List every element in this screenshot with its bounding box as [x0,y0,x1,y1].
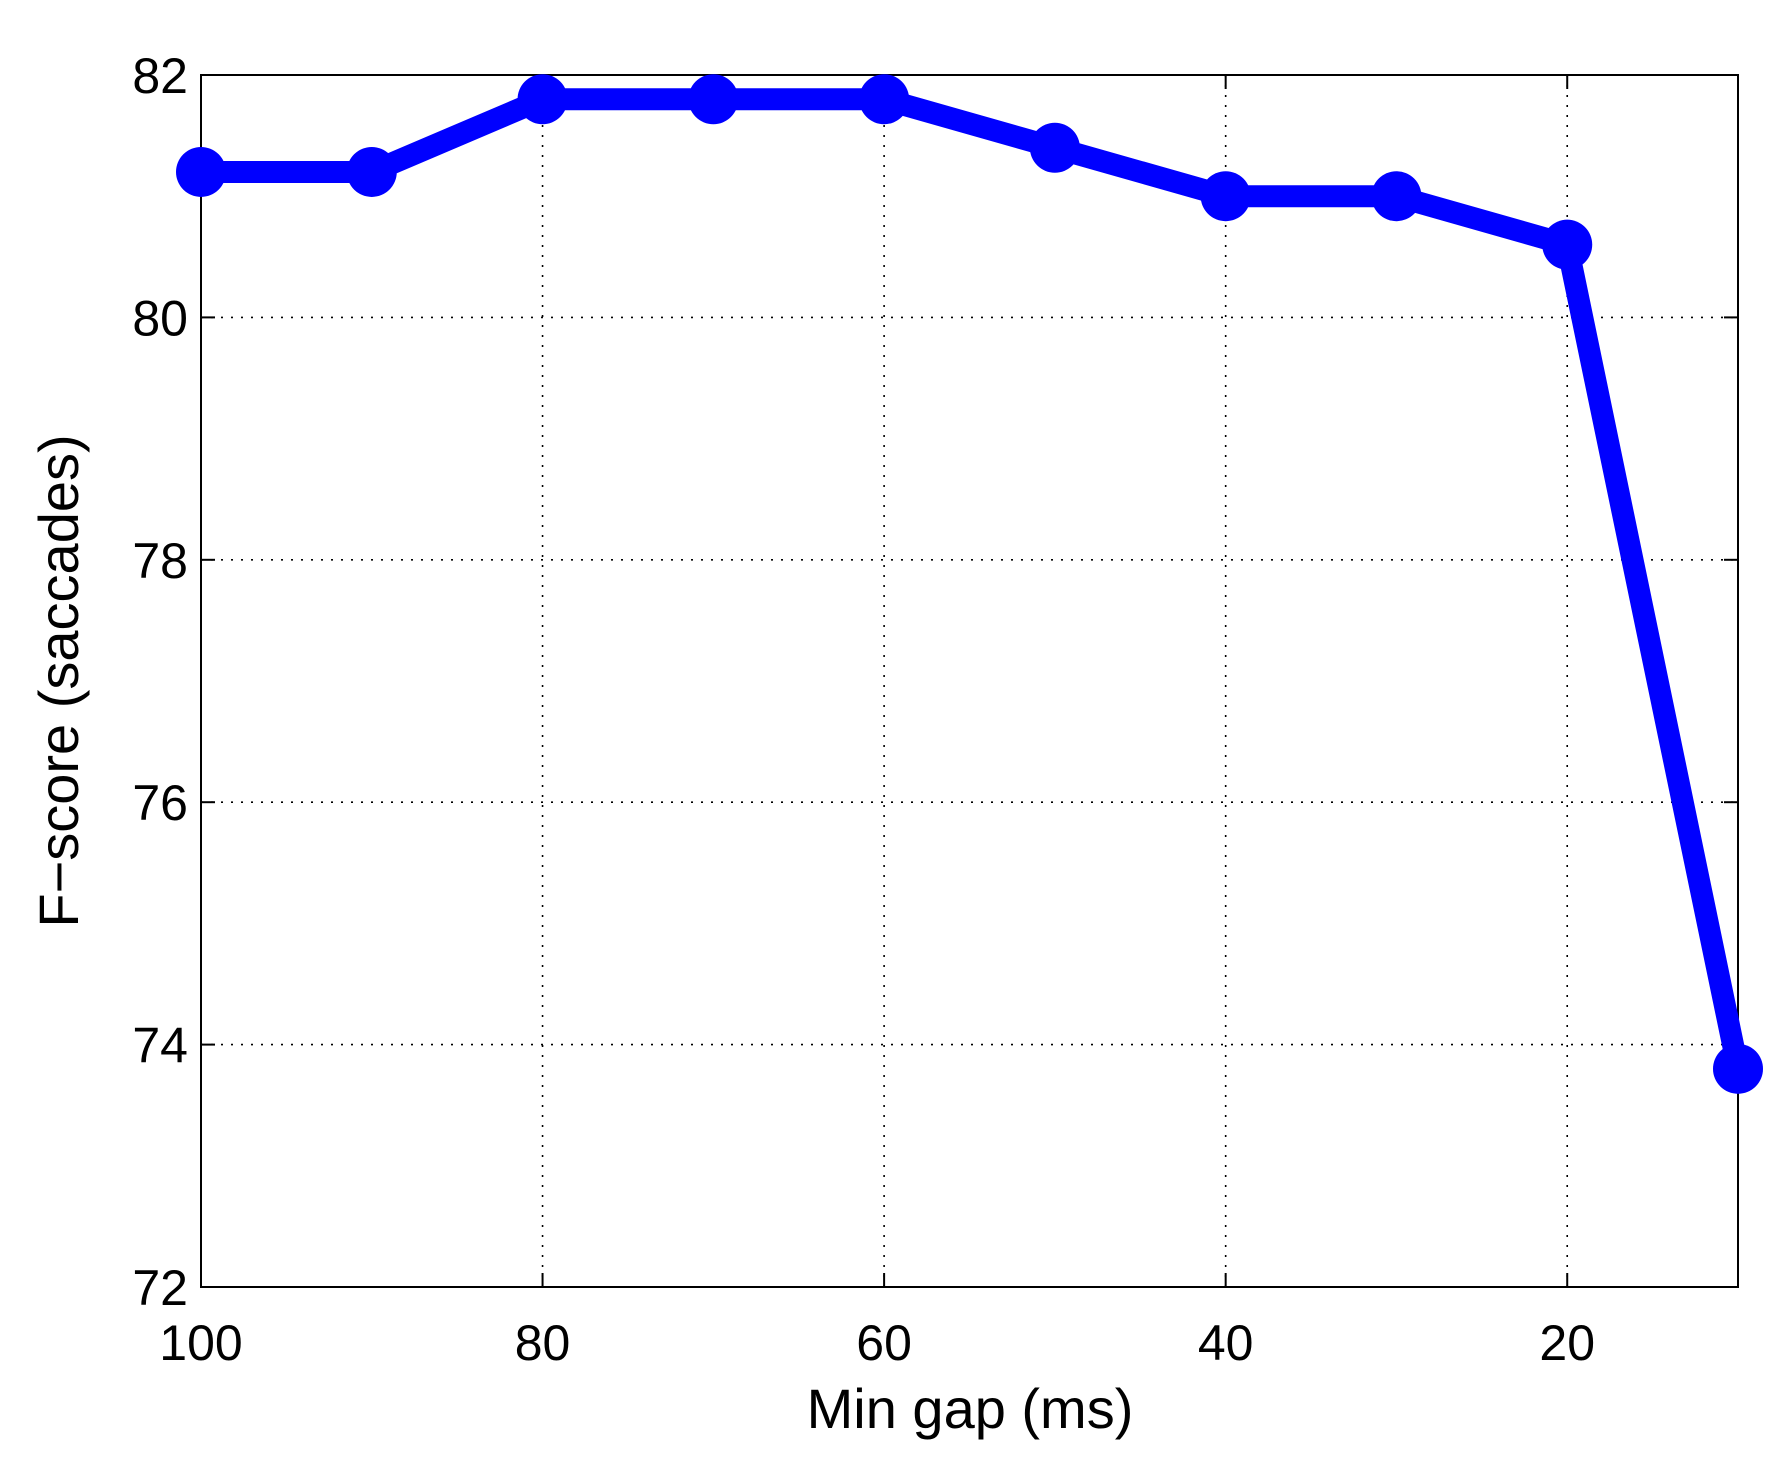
data-point [346,146,397,197]
data-point [1713,1043,1763,1094]
x-tick-label: 40 [1198,1315,1254,1371]
x-tick-labels: 100 80 60 40 20 [159,1315,1595,1371]
x-tick-label: 80 [515,1315,571,1371]
data-point [688,74,739,125]
y-tick-label: 82 [132,48,188,104]
y-tick-label: 80 [132,290,188,346]
y-tick-label: 72 [132,1260,188,1316]
series-line [190,88,1749,1080]
y-axis-title: F−score (saccades) [27,434,90,927]
data-point [1200,171,1251,222]
y-tick-label: 74 [132,1018,188,1074]
y-tick-label: 78 [132,533,188,589]
data-point [1542,219,1593,270]
x-tick-label: 100 [159,1315,242,1371]
data-point [1029,122,1080,173]
series-layer [176,74,1763,1094]
data-point [1371,171,1422,222]
x-axis-title: Min gap (ms) [807,1377,1134,1440]
y-tick-label: 76 [132,775,188,831]
data-point [517,74,568,125]
y-tick-labels: 72 74 76 78 80 82 [132,48,188,1316]
data-point [859,74,910,125]
x-tick-label: 60 [856,1315,912,1371]
data-point [176,146,226,197]
x-tick-label: 20 [1539,1315,1595,1371]
plot-frame [200,74,1739,1288]
